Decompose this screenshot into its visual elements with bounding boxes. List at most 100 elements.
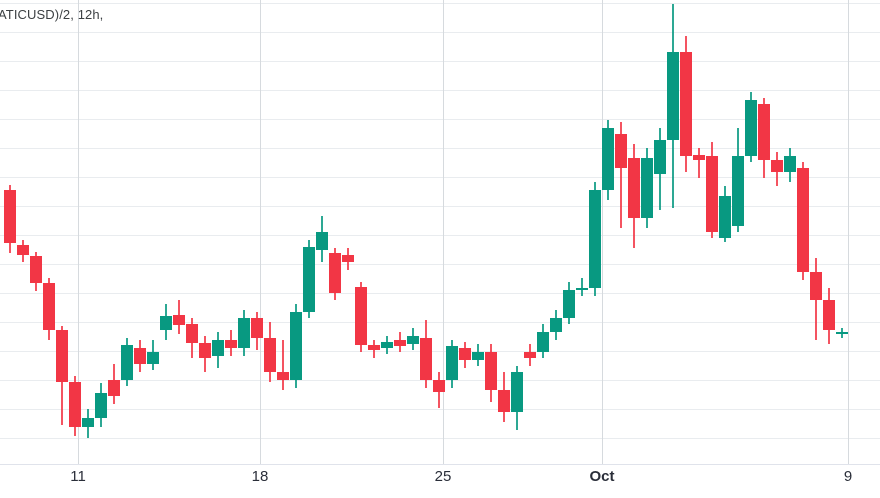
x-axis-tick-label: Oct xyxy=(589,468,615,485)
candle-body xyxy=(693,155,705,160)
candlestick xyxy=(758,0,770,498)
candle-body xyxy=(264,338,276,372)
candlestick xyxy=(69,0,81,498)
candle-body xyxy=(277,372,289,380)
candlestick xyxy=(225,0,237,498)
vertical-gridline xyxy=(443,0,444,465)
candle-body xyxy=(836,332,848,334)
horizontal-gridline xyxy=(0,3,880,4)
candle-body xyxy=(134,348,146,364)
horizontal-gridline xyxy=(0,32,880,33)
candle-body xyxy=(303,247,315,312)
horizontal-gridline xyxy=(0,61,880,62)
candlestick xyxy=(706,0,718,498)
candlestick xyxy=(316,0,328,498)
candle-body xyxy=(368,345,380,350)
candle-body xyxy=(43,283,55,330)
candle-body xyxy=(108,380,120,396)
candlestick xyxy=(342,0,354,498)
candlestick xyxy=(303,0,315,498)
candle-body xyxy=(4,190,16,243)
candlestick xyxy=(628,0,640,498)
candle-body xyxy=(407,336,419,344)
candle-body xyxy=(446,346,458,380)
horizontal-gridline xyxy=(0,119,880,120)
candlestick xyxy=(134,0,146,498)
candle-body xyxy=(511,372,523,412)
candle-body xyxy=(251,318,263,338)
candle-body xyxy=(732,156,744,226)
candlestick xyxy=(95,0,107,498)
candlestick xyxy=(693,0,705,498)
axis-baseline xyxy=(0,464,880,465)
horizontal-gridline xyxy=(0,351,880,352)
candle-body xyxy=(316,232,328,250)
candlestick xyxy=(719,0,731,498)
candlestick xyxy=(784,0,796,498)
horizontal-gridline xyxy=(0,438,880,439)
horizontal-gridline xyxy=(0,293,880,294)
candlestick xyxy=(537,0,549,498)
candle-body xyxy=(641,158,653,218)
candlestick xyxy=(199,0,211,498)
candlestick xyxy=(121,0,133,498)
candlestick xyxy=(563,0,575,498)
candle-wick xyxy=(620,122,622,228)
candle-body xyxy=(420,338,432,380)
candle-body xyxy=(472,352,484,360)
candlestick xyxy=(186,0,198,498)
candle-body xyxy=(381,342,393,348)
candle-body xyxy=(758,104,770,160)
candlestick xyxy=(836,0,848,498)
candle-body xyxy=(30,256,42,283)
horizontal-gridline xyxy=(0,90,880,91)
candle-wick xyxy=(698,148,700,178)
candlestick xyxy=(654,0,666,498)
candle-body xyxy=(784,156,796,172)
candlestick xyxy=(108,0,120,498)
candle-body xyxy=(563,290,575,318)
candlestick xyxy=(667,0,679,498)
x-axis-tick-label: 9 xyxy=(843,468,853,485)
candlestick xyxy=(446,0,458,498)
candle-body xyxy=(576,288,588,290)
candlestick xyxy=(745,0,757,498)
candle-body xyxy=(823,300,835,330)
candle-body xyxy=(355,287,367,345)
candlestick xyxy=(212,0,224,498)
candle-body xyxy=(56,330,68,382)
candle-body xyxy=(667,52,679,140)
x-axis-tick-label: 11 xyxy=(70,468,86,485)
candle-body xyxy=(290,312,302,380)
candle-body xyxy=(797,168,809,272)
candlestick xyxy=(459,0,471,498)
horizontal-gridline xyxy=(0,264,880,265)
candle-body xyxy=(771,160,783,172)
candle-body xyxy=(17,245,29,255)
candlestick xyxy=(771,0,783,498)
candlestick xyxy=(147,0,159,498)
candle-body xyxy=(459,348,471,360)
candle-body xyxy=(550,318,562,332)
candlestick xyxy=(251,0,263,498)
candle-body xyxy=(212,340,224,356)
candle-body xyxy=(602,128,614,190)
candle-body xyxy=(121,345,133,380)
candle-body xyxy=(329,253,341,293)
candle-wick xyxy=(581,278,583,296)
candle-body xyxy=(537,332,549,352)
horizontal-gridline xyxy=(0,409,880,410)
candlestick xyxy=(615,0,627,498)
vertical-gridline xyxy=(260,0,261,465)
candlestick xyxy=(589,0,601,498)
candle-body xyxy=(628,158,640,218)
candlestick xyxy=(420,0,432,498)
candlestick xyxy=(264,0,276,498)
candle-body xyxy=(238,318,250,348)
chart-title: ATICUSD)/2, 12h, xyxy=(0,7,104,22)
candlestick xyxy=(511,0,523,498)
candlestick xyxy=(277,0,289,498)
candle-body xyxy=(394,340,406,346)
